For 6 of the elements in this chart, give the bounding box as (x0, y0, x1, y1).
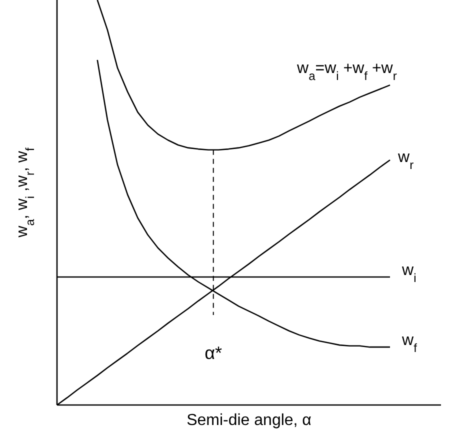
series-label: w$_{a}$=w$_{i}$ +w$_{f}$ +w$_{r}$ (296, 60, 397, 84)
annotation: α* (204, 343, 222, 363)
x-axis-title: Semi-die angle, α (186, 412, 312, 429)
series-label: w$_{i}$ (401, 262, 416, 286)
series-label: w$_{r}$ (397, 148, 414, 172)
series-label: w$_{f}$ (401, 332, 418, 356)
